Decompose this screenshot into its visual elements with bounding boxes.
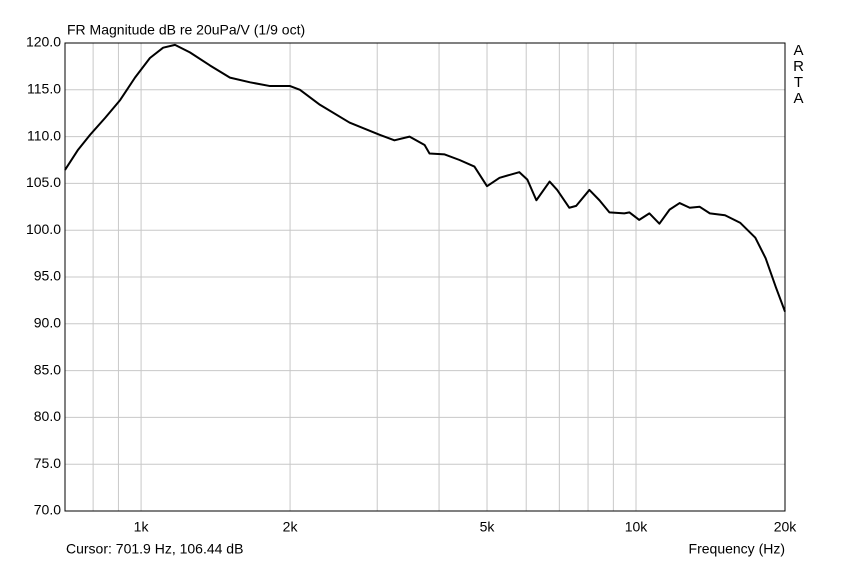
y-tick-label: 70.0 <box>34 502 61 518</box>
y-tick-label: 90.0 <box>34 315 61 331</box>
x-tick-label: 2k <box>283 519 299 535</box>
y-tick-label: 80.0 <box>34 408 61 424</box>
cursor-readout: Cursor: 701.9 Hz, 106.44 dB <box>66 541 243 557</box>
x-axis-label: Frequency (Hz) <box>689 541 785 557</box>
x-tick-label: 5k <box>480 519 496 535</box>
y-tick-label: 105.0 <box>26 174 61 190</box>
x-tick-label: 1k <box>134 519 150 535</box>
x-tick-label: 20k <box>774 519 798 535</box>
y-tick-label: 95.0 <box>34 268 61 284</box>
watermark: ARTA <box>790 42 807 106</box>
series-line <box>64 43 786 312</box>
y-tick-label: 110.0 <box>27 127 61 143</box>
y-tick-label: 115.0 <box>27 81 61 97</box>
y-tick-label: 100.0 <box>26 221 61 237</box>
y-tick-label: 75.0 <box>34 455 61 471</box>
x-tick-label: 10k <box>625 519 649 535</box>
plot-frame <box>64 42 786 512</box>
y-tick-label: 85.0 <box>34 361 61 377</box>
chart-title: FR Magnitude dB re 20uPa/V (1/9 oct) <box>67 22 305 38</box>
y-tick-label: 120.0 <box>26 34 61 50</box>
